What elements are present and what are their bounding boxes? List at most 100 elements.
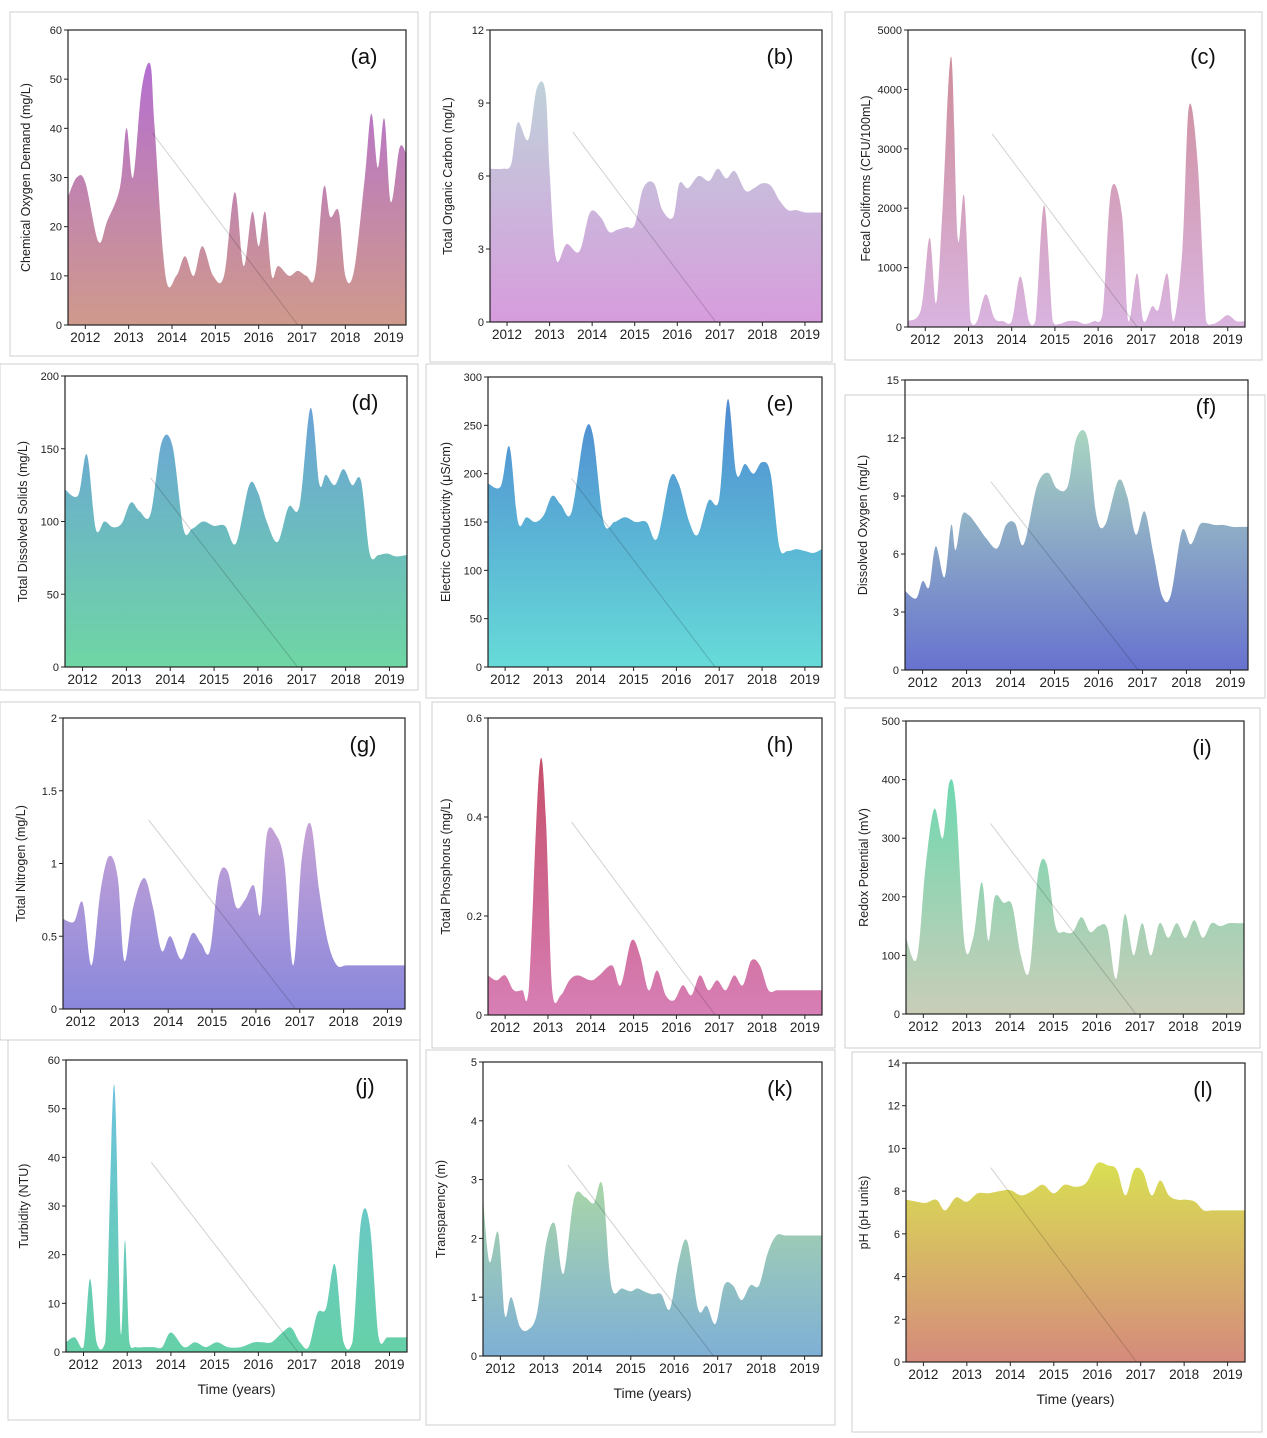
x-tick-label: 2012	[68, 672, 98, 687]
x-tick-label: 2015	[199, 672, 229, 687]
x-tick-label: 2018	[329, 1014, 359, 1029]
x-tick-label: 2014	[576, 1020, 607, 1035]
panel-label: (d)	[352, 390, 379, 415]
y-tick-label: 0	[54, 1347, 60, 1359]
panel-d: 0 50 100 150 200 2012 2013 2014 2015 2016 2017 2018…	[0, 363, 419, 691]
y-tick-label: 2	[471, 1233, 477, 1245]
x-tick-label: 2017	[704, 1020, 734, 1035]
x-tick-label: 2013	[953, 332, 983, 347]
x-tick-label: 2018	[747, 672, 777, 687]
x-tick-label: 2017	[287, 1357, 317, 1372]
panel-frame	[7, 1039, 421, 1421]
y-tick-label: 300	[464, 372, 482, 384]
panel-j: 0 10 20 30 40 50 60 2012 2013 2014 2015 2016 2017 201…	[7, 1039, 421, 1421]
panel-l: 0 2 4 6 8 10 12 14 2012 2013 2014 2015 2016 2017 2018 2…	[851, 1051, 1263, 1433]
panel-frame	[844, 11, 1263, 361]
plot-frame	[905, 1062, 1246, 1363]
y-axis-title: pH (pH units)	[857, 1176, 871, 1250]
y-axis-title: Transparency (m)	[434, 1160, 448, 1258]
series-area	[65, 407, 407, 667]
panel-label: (a)	[351, 44, 378, 69]
y-tick-label: 12	[888, 1101, 900, 1113]
series-area	[66, 1084, 407, 1352]
x-tick-label: 2015	[1040, 332, 1070, 347]
panel-c: 0 1000 2000 3000 4000 5000 2012 2013 2014 2015 201…	[844, 11, 1263, 361]
y-tick-label: 10	[48, 1298, 60, 1310]
diagonal-line	[150, 477, 298, 668]
y-tick-label: 0	[894, 1009, 900, 1021]
y-tick-label: 6	[478, 171, 484, 183]
diagonal-line	[990, 823, 1137, 1015]
panel-a: 0 10 20 30 40 50 60 2012 2013 2014 2015 2016 2017 201…	[9, 11, 419, 357]
y-tick-label: 5	[471, 1057, 477, 1069]
y-axis-title: Total Nitrogen (mg/L)	[14, 805, 28, 922]
x-tick-label: 2014	[996, 675, 1027, 690]
x-tick-label: 2019	[374, 672, 404, 687]
x-tick-label: 2019	[372, 1014, 402, 1029]
y-tick-label: 0	[476, 1010, 482, 1022]
y-tick-label: 100	[41, 517, 59, 529]
panel-label: (c)	[1190, 44, 1216, 69]
series-area	[908, 56, 1245, 328]
x-tick-label: 2015	[1039, 675, 1069, 690]
panel-frame	[9, 11, 419, 357]
y-tick-label: 400	[882, 775, 900, 787]
y-tick-label: 0	[896, 322, 902, 334]
diagonal-line	[152, 132, 299, 326]
panel-label: (e)	[767, 391, 794, 416]
x-tick-label: 2018	[331, 672, 361, 687]
diagonal-line	[567, 1164, 714, 1357]
x-tick-label: 2015	[619, 672, 649, 687]
x-axis-title: Time (years)	[197, 1381, 275, 1397]
y-tick-label: 50	[47, 589, 59, 601]
x-tick-label: 2018	[330, 330, 360, 345]
y-tick-label: 12	[472, 25, 484, 37]
panel-frame	[844, 394, 1266, 699]
x-tick-label: 2018	[747, 327, 777, 342]
x-tick-label: 2015	[197, 1014, 227, 1029]
y-tick-label: 0	[478, 317, 484, 329]
y-tick-label: 200	[882, 892, 900, 904]
x-tick-label: 2013	[529, 1361, 559, 1376]
x-tick-label: 2012	[68, 1357, 98, 1372]
panel-frame	[851, 1051, 1263, 1433]
y-axis-title: Redox Potential (mV)	[857, 808, 871, 927]
x-tick-label: 2012	[490, 672, 520, 687]
x-tick-label: 2019	[1213, 1367, 1243, 1382]
x-tick-label: 2013	[109, 1014, 139, 1029]
x-tick-label: 2016	[243, 1357, 273, 1372]
y-tick-label: 0.4	[467, 812, 482, 824]
x-tick-label: 2015	[200, 1357, 230, 1372]
x-tick-label: 2013	[114, 330, 144, 345]
y-tick-label: 2	[51, 713, 57, 725]
panel-label: (l)	[1193, 1077, 1213, 1102]
x-tick-label: 2019	[790, 1361, 820, 1376]
x-tick-label: 2016	[1082, 1019, 1112, 1034]
x-tick-label: 2016	[661, 1020, 691, 1035]
x-tick-label: 2019	[790, 1020, 820, 1035]
y-tick-label: 50	[48, 1104, 60, 1116]
panel-e: 0 50 100 150 200 250 300 2012 2013 2014 2015 2016 20…	[425, 363, 836, 699]
series-area	[906, 1162, 1245, 1362]
x-tick-label: 2012	[66, 1014, 96, 1029]
y-tick-label: 20	[50, 222, 62, 234]
y-tick-label: 30	[48, 1201, 60, 1213]
x-tick-label: 2014	[157, 330, 188, 345]
y-tick-label: 10	[888, 1143, 900, 1155]
y-tick-label: 250	[464, 420, 482, 432]
y-tick-label: 5000	[878, 25, 902, 37]
series-area	[490, 81, 822, 322]
panel-frame	[431, 701, 836, 1049]
panel-h: 0 0.2 0.4 0.6 2012 2013 2014 2015 2016 2017 2018 20…	[431, 701, 836, 1049]
x-tick-label: 2012	[908, 1367, 938, 1382]
x-tick-label: 2014	[155, 672, 186, 687]
x-tick-label: 2019	[374, 1357, 404, 1372]
y-axis-title: Electric Conductivity (μS/cm)	[439, 442, 453, 602]
panel-k: 0 1 2 3 4 5 2012 2013 2014 2015 2016 2017 2018 2019 Tr…	[425, 1049, 836, 1426]
x-tick-label: 2018	[1169, 332, 1199, 347]
x-tick-label: 2016	[661, 672, 691, 687]
x-tick-label: 2016	[244, 330, 274, 345]
y-tick-label: 6	[894, 1229, 900, 1241]
y-tick-label: 1	[471, 1292, 477, 1304]
